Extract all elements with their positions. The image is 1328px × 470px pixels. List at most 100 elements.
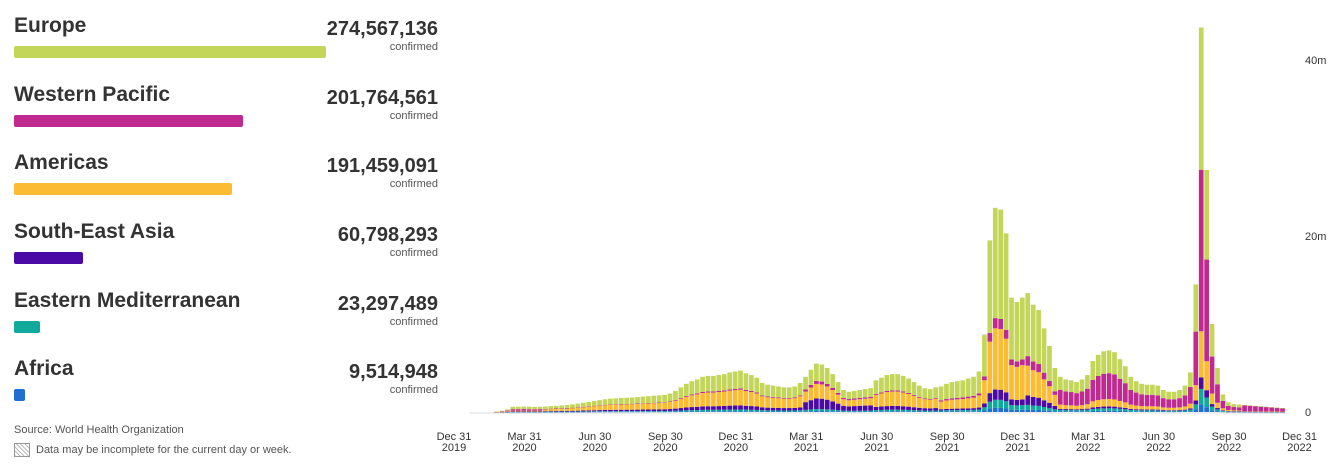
- bar-segment-western-pacific: [1160, 398, 1166, 408]
- bar-segment-africa: [1036, 409, 1041, 412]
- bar-segment-europe: [954, 381, 960, 398]
- bar-segment-americas: [505, 411, 510, 412]
- bar-segment-eastern-mediterranean: [646, 411, 651, 412]
- bar-segment-eastern-mediterranean: [1160, 410, 1166, 412]
- bar-segment-africa: [1009, 409, 1014, 412]
- bar-segment-americas: [1074, 405, 1079, 410]
- bar-segment-eastern-mediterranean: [716, 409, 722, 412]
- bar-segment-western-pacific: [1101, 373, 1106, 400]
- bar-segment-eastern-mediterranean: [808, 409, 814, 412]
- bar-segment-western-pacific: [987, 333, 993, 342]
- bar-segment-africa: [629, 411, 635, 413]
- bar-segment-western-pacific: [982, 376, 987, 381]
- region-count: 201,764,561: [326, 87, 438, 109]
- bar-segment-south-east-asia: [987, 393, 993, 402]
- bar-segment-africa: [1177, 411, 1182, 413]
- bar-segment-africa: [938, 411, 944, 412]
- bar-segment-africa: [949, 411, 955, 412]
- bar-segment-africa: [1047, 410, 1052, 412]
- bar-segment-americas: [1009, 365, 1014, 400]
- bar-segment-africa: [884, 411, 890, 412]
- bar-segment-americas: [862, 398, 868, 406]
- bar-segment-europe: [1144, 384, 1150, 395]
- x-tick-label: Jun 30: [860, 431, 893, 443]
- bar-segment-africa: [987, 408, 993, 412]
- bar-segment-south-east-asia: [1236, 411, 1242, 412]
- bar-segment-africa: [575, 411, 581, 413]
- bar-segment-eastern-mediterranean: [548, 411, 554, 413]
- bar-segment-europe: [1106, 350, 1112, 374]
- bar-segment-eastern-mediterranean: [608, 411, 613, 412]
- bar-segment-eastern-mediterranean: [553, 411, 559, 413]
- bar-segment-western-pacific: [1215, 384, 1220, 403]
- bar-segment-western-pacific: [841, 397, 846, 400]
- bar-segment-americas: [700, 392, 705, 407]
- bar-segment-south-east-asia: [732, 405, 738, 410]
- bar-segment-eastern-mediterranean: [835, 410, 841, 412]
- bar-segment-africa: [814, 411, 819, 412]
- bar-segment-europe: [532, 406, 537, 410]
- bar-segment-americas: [1085, 404, 1090, 409]
- bar-segment-eastern-mediterranean: [1074, 410, 1079, 412]
- bar-segment-europe: [911, 382, 917, 395]
- bar-segment-western-pacific: [624, 403, 630, 405]
- bar-segment-africa: [683, 411, 689, 412]
- bar-segment-africa: [580, 411, 586, 413]
- bar-segment-europe: [1052, 368, 1058, 392]
- bar-segment-eastern-mediterranean: [1188, 409, 1193, 412]
- bar-segment-eastern-mediterranean: [976, 409, 982, 412]
- bar-segment-europe: [982, 334, 987, 377]
- bar-segment-western-pacific: [700, 391, 705, 393]
- bar-segment-africa: [759, 411, 765, 412]
- bar-segment-europe: [917, 385, 922, 397]
- bar-segment-africa: [998, 407, 1004, 412]
- bar-segment-americas: [667, 402, 673, 410]
- bar-segment-south-east-asia: [1030, 396, 1036, 406]
- bar-segment-south-east-asia: [532, 411, 537, 413]
- x-tick-label: Dec 31: [437, 431, 472, 443]
- bar-segment-europe: [1079, 379, 1085, 392]
- bar-segment-europe: [830, 374, 835, 388]
- bar-segment-europe: [776, 386, 781, 398]
- bar-segment-eastern-mediterranean: [743, 409, 749, 412]
- bar-segment-western-pacific: [618, 403, 624, 405]
- bar-segment-eastern-mediterranean: [900, 409, 906, 412]
- bar-segment-south-east-asia: [618, 409, 624, 412]
- bar-segment-americas: [1171, 407, 1177, 411]
- bar-segment-africa: [700, 411, 705, 412]
- bar-segment-south-east-asia: [705, 406, 711, 410]
- bar-segment-south-east-asia: [635, 409, 640, 412]
- bar-segment-americas: [927, 399, 933, 409]
- bar-segment-south-east-asia: [683, 407, 689, 411]
- region-row-africa: Africa 9,514,948 confirmed: [14, 357, 438, 425]
- bar-segment-africa: [1112, 410, 1117, 412]
- bar-segment-western-pacific: [678, 397, 684, 399]
- bar-segment-europe: [841, 390, 846, 398]
- bar-segment-eastern-mediterranean: [992, 399, 998, 408]
- bar-segment-western-pacific: [570, 407, 575, 409]
- bar-segment-americas: [510, 410, 516, 412]
- region-row-americas: Americas 191,459,091 confirmed: [14, 151, 438, 219]
- bar-segment-americas: [1269, 411, 1275, 412]
- bar-segment-europe: [689, 381, 695, 395]
- bar-segment-western-pacific: [851, 398, 857, 400]
- bar-segment-eastern-mediterranean: [1003, 401, 1009, 409]
- bar-segment-western-pacific: [559, 408, 564, 409]
- bar-segment-europe: [889, 374, 895, 391]
- bar-segment-americas: [1177, 407, 1182, 411]
- bar-segment-africa: [597, 411, 602, 413]
- bar-segment-eastern-mediterranean: [754, 409, 760, 412]
- bar-segment-africa: [570, 411, 575, 413]
- bar-segment-europe: [949, 382, 955, 399]
- bar-segment-europe: [646, 396, 651, 403]
- bar-segment-eastern-mediterranean: [944, 410, 949, 412]
- bar-segment-south-east-asia: [1036, 397, 1041, 406]
- bar-segment-south-east-asia: [1052, 405, 1058, 410]
- bar-segment-americas: [873, 394, 879, 407]
- bar-segment-western-pacific: [879, 392, 884, 394]
- bar-segment-western-pacific: [971, 395, 976, 398]
- bar-segment-americas: [743, 391, 749, 406]
- bar-segment-western-pacific: [711, 391, 716, 393]
- bar-segment-western-pacific: [1133, 392, 1139, 406]
